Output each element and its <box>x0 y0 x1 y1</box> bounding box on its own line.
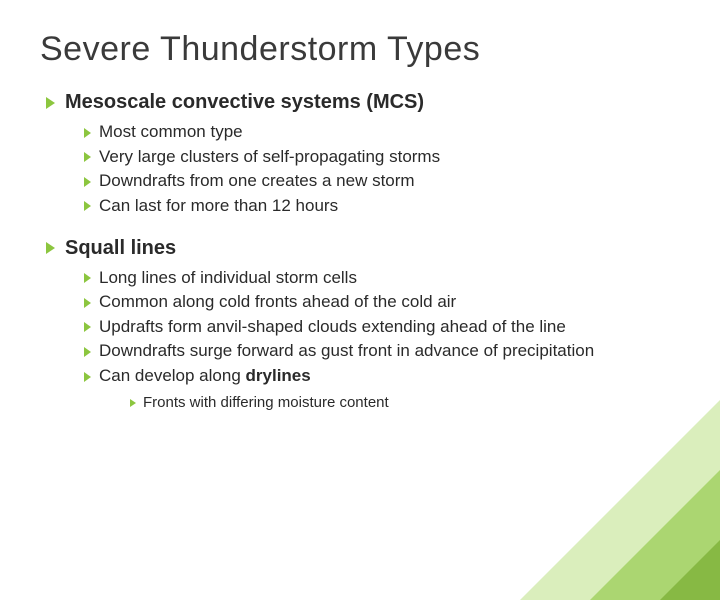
item-text: Most common type <box>99 122 243 141</box>
list-item: Downdrafts from one creates a new storm <box>84 169 680 194</box>
item-text-bold: drylines <box>246 366 311 385</box>
section-heading-squall: Squall lines <box>46 237 680 260</box>
item-text-prefix: Can develop along <box>99 366 246 385</box>
bullet-arrow-icon <box>84 177 91 187</box>
list-item: Can develop along drylines <box>84 364 680 389</box>
item-text: Can last for more than 12 hours <box>99 196 338 215</box>
list-item: Common along cold fronts ahead of the co… <box>84 290 680 315</box>
bullet-arrow-icon <box>84 347 91 357</box>
bullet-arrow-icon <box>84 298 91 308</box>
bullet-arrow-icon <box>130 399 136 407</box>
list-item: Can last for more than 12 hours <box>84 194 680 219</box>
item-text: Downdrafts surge forward as gust front i… <box>99 341 594 360</box>
bullet-arrow-icon <box>84 201 91 211</box>
item-text: Very large clusters of self-propagating … <box>99 147 440 166</box>
list-item: Most common type <box>84 120 680 145</box>
list-item: Very large clusters of self-propagating … <box>84 145 680 170</box>
bullet-arrow-icon <box>84 372 91 382</box>
list-item: Long lines of individual storm cells <box>84 266 680 291</box>
list-item: Downdrafts surge forward as gust front i… <box>84 339 680 364</box>
bullet-arrow-icon <box>84 128 91 138</box>
list-item: Updrafts form anvil-shaped clouds extend… <box>84 315 680 340</box>
slide: Severe Thunderstorm Types Mesoscale conv… <box>0 0 720 540</box>
heading-text: Mesoscale convective systems (MCS) <box>65 91 424 113</box>
bullet-arrow-icon <box>84 273 91 283</box>
item-text: Common along cold fronts ahead of the co… <box>99 292 456 311</box>
sub-item-text: Fronts with differing moisture content <box>143 394 389 411</box>
bullet-arrow-icon <box>84 322 91 332</box>
bullet-arrow-icon <box>84 152 91 162</box>
heading-text: Squall lines <box>65 237 176 259</box>
item-text: Updrafts form anvil-shaped clouds extend… <box>99 317 566 336</box>
slide-title: Severe Thunderstorm Types <box>40 30 680 69</box>
item-text: Long lines of individual storm cells <box>99 268 357 287</box>
sub-list-item: Fronts with differing moisture content <box>130 391 680 415</box>
item-text: Downdrafts from one creates a new storm <box>99 171 415 190</box>
bullet-arrow-icon <box>46 242 55 254</box>
section-heading-mcs: Mesoscale convective systems (MCS) <box>46 91 680 114</box>
bullet-arrow-icon <box>46 97 55 109</box>
